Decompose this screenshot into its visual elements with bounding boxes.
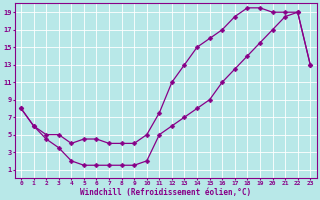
X-axis label: Windchill (Refroidissement éolien,°C): Windchill (Refroidissement éolien,°C): [80, 188, 251, 197]
